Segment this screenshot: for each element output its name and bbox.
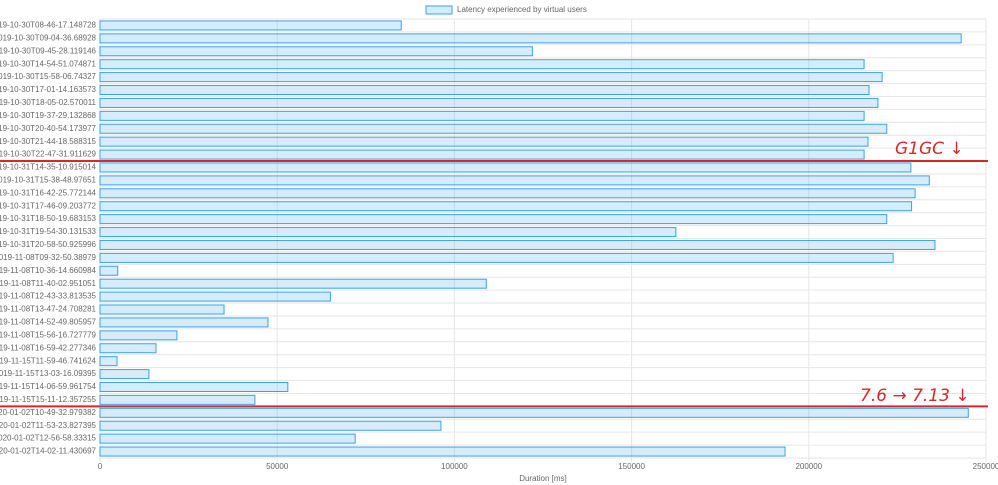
bar: [99, 381, 289, 392]
bar: [99, 252, 894, 263]
bar: [99, 343, 157, 354]
bar: [99, 20, 402, 31]
x-tick-label: 0: [98, 462, 103, 471]
bar: [99, 369, 150, 380]
bar: [99, 317, 269, 328]
bar: [99, 110, 865, 121]
y-tick-label: 2019-10-31T17-46-09.203772: [0, 201, 97, 210]
bar: [99, 175, 930, 186]
y-tick-label: 2019-10-31T19-54-30.131533: [0, 227, 97, 236]
annotation: G1GC ↓: [895, 139, 964, 159]
bar: [99, 162, 912, 173]
bar: [99, 46, 533, 57]
x-tick-label: 50000: [266, 462, 289, 471]
bar: [99, 446, 786, 457]
y-tick-label: 2020-01-02T11-53-23.827395: [0, 421, 97, 430]
x-tick-label: 200000: [795, 462, 822, 471]
bar: [99, 433, 356, 444]
bar: [99, 33, 962, 44]
y-tick-label: 2019-10-30T14-54-51.074871: [0, 59, 97, 68]
bar: [99, 420, 442, 431]
y-tick-label: 2020-01-02T12-56-58.33315: [0, 434, 97, 443]
x-tick-label: 100000: [441, 462, 468, 471]
y-tick-label: 2019-11-15T13-03-16.09395: [0, 369, 97, 378]
bar: [99, 97, 879, 108]
bar: [99, 72, 883, 83]
y-tick-label: 2020-01-02T10-49-32.979382: [0, 408, 97, 417]
x-tick-label: 250000: [973, 462, 998, 471]
bar: [99, 265, 119, 276]
y-tick-label: 2019-10-31T18-50-19.683153: [0, 214, 97, 223]
y-tick-label: 2019-11-08T14-52-49.805957: [0, 318, 97, 327]
x-tick-label: 150000: [618, 462, 645, 471]
bar: [99, 227, 677, 238]
legend-label: Latency experienced by virtual users: [457, 5, 587, 14]
y-tick-label: 2019-11-08T11-40-02.951051: [0, 279, 97, 288]
y-tick-label: 2019-10-30T22-47-31.911629: [0, 150, 97, 159]
y-tick-label: 2019-10-31T14-35-10.915014: [0, 163, 97, 172]
x-axis-label: Duration [ms]: [519, 474, 567, 483]
y-tick-label: 2019-10-30T08-46-17.148728: [0, 21, 97, 30]
y-tick-label: 2019-10-31T20-58-50.925996: [0, 240, 97, 249]
y-tick-label: 2019-10-30T21-44-18.588315: [0, 137, 97, 146]
bar: [99, 85, 870, 96]
y-tick-label: 2019-11-08T15-56-16.727779: [0, 330, 97, 339]
bar: [99, 291, 331, 302]
legend-swatch: [425, 5, 453, 15]
y-tick-label: 2019-10-31T15-38-48.97651: [0, 176, 97, 185]
y-tick-label: 2019-10-30T18-05-02.570011: [0, 98, 97, 107]
y-tick-label: 2019-10-30T17-01-14.163573: [0, 85, 97, 94]
bar: [99, 201, 913, 212]
y-tick-label: 2020-01-02T14-02-11.430697: [0, 447, 97, 456]
y-tick-label: 2019-11-08T13-47-24.708281: [0, 305, 97, 314]
y-tick-label: 2019-10-30T15-58-06.74327: [0, 72, 97, 81]
y-tick-label: 2019-10-30T09-04-36.68928: [0, 33, 97, 42]
bar: [99, 149, 865, 160]
bar: [99, 278, 487, 289]
y-tick-label: 2019-11-15T11-59-46.741624: [0, 356, 97, 365]
bar: [99, 214, 888, 225]
bar: [99, 304, 225, 315]
y-tick-label: 2019-10-30T09-45-28.119146: [0, 46, 97, 55]
y-tick-label: 2019-11-15T15-11-12.357255: [0, 395, 97, 404]
y-tick-label: 2019-10-31T16-42-25.772144: [0, 188, 97, 197]
bar: [99, 407, 969, 418]
bar: [99, 123, 888, 134]
bar: [99, 136, 869, 147]
annotation: 7.6 → 7.13 ↓: [860, 386, 970, 406]
bar: [99, 239, 936, 250]
bar: [99, 330, 178, 341]
bar: [99, 188, 916, 199]
y-tick-label: 2019-10-30T20-40-54.173977: [0, 124, 97, 133]
y-tick-label: 2019-11-08T16-59-42.277346: [0, 343, 97, 352]
bar: [99, 394, 256, 405]
y-tick-label: 2019-11-08T12-43-33.813535: [0, 292, 97, 301]
y-tick-label: 2019-11-08T09-32-50.38979: [0, 253, 97, 262]
bar: [99, 356, 118, 367]
bar: [99, 59, 865, 70]
y-tick-label: 2019-11-15T14-06-59.961754: [0, 382, 97, 391]
y-tick-label: 2019-11-08T10-36-14.660984: [0, 266, 97, 275]
y-tick-label: 2019-10-30T19-37-29.132868: [0, 111, 97, 120]
